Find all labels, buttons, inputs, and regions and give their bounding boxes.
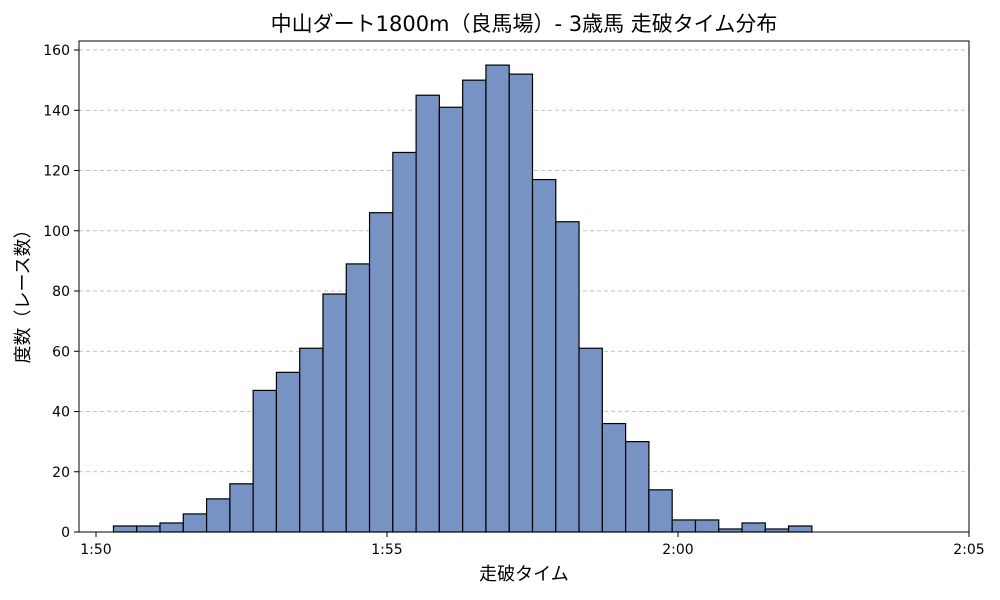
y-tick-label: 100 [43, 224, 70, 240]
histogram-bar [601, 422, 627, 533]
histogram-bar [275, 371, 301, 533]
chart-title: 中山ダート1800m（良馬場）- 3歳馬 走破タイム分布 [271, 12, 778, 36]
histogram-bar [787, 525, 813, 533]
histogram-bar [112, 525, 138, 533]
y-tick-label: 60 [52, 344, 70, 360]
y-tick-label: 140 [43, 103, 70, 119]
x-axis-label: 走破タイム [479, 564, 569, 585]
histogram-bar [508, 73, 534, 533]
histogram-bar [694, 519, 720, 533]
y-tick-label: 20 [52, 465, 70, 481]
histogram-bar [671, 519, 697, 533]
x-axis: 1:50 1:55 2:00 2:05 [80, 532, 985, 558]
histogram-bar [299, 347, 324, 533]
histogram-bar [252, 389, 278, 533]
histogram-bar [345, 263, 371, 533]
bars [112, 64, 813, 533]
x-tick-label: 1:55 [371, 542, 402, 558]
histogram-bar [322, 293, 347, 533]
y-axis: 0 20 40 60 80 100 120 140 160 [43, 43, 79, 541]
histogram-bar [229, 483, 254, 533]
histogram-bar [392, 151, 417, 533]
histogram-bar [462, 79, 487, 533]
histogram-bar [159, 522, 184, 533]
histogram-bar [555, 221, 580, 533]
histogram-bar [485, 64, 510, 533]
histogram-bar [368, 212, 394, 533]
histogram-bar [578, 347, 603, 533]
histogram-bar [415, 94, 440, 533]
histogram-bar [182, 513, 208, 533]
histogram-bar [438, 106, 464, 533]
histogram-bar [648, 489, 673, 533]
histogram-bar [625, 441, 650, 533]
x-tick-label: 1:50 [80, 542, 111, 558]
histogram-bar [741, 522, 766, 533]
y-tick-label: 0 [61, 525, 70, 541]
histogram-bar [136, 525, 161, 533]
histogram-bar [531, 178, 557, 533]
x-tick-label: 2:00 [662, 542, 693, 558]
y-tick-label: 40 [52, 405, 70, 421]
x-tick-label: 2:05 [953, 542, 984, 558]
y-tick-label: 160 [43, 43, 70, 59]
y-tick-label: 80 [52, 284, 70, 300]
y-axis-label: 度数（レース数） [13, 220, 34, 363]
plot-frame [78, 40, 970, 533]
histogram-bar [205, 498, 231, 533]
y-tick-label: 120 [43, 164, 70, 180]
